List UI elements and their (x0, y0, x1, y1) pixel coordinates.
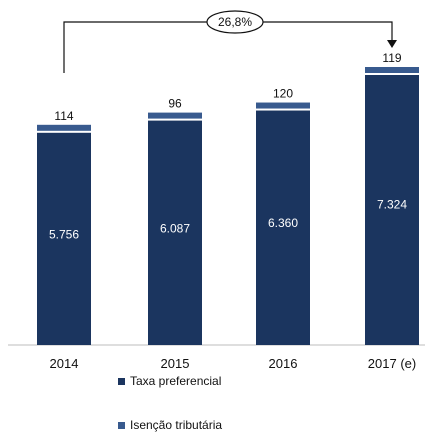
data-label-isen-o-tribut-ria-2017-e: 119 (382, 51, 401, 65)
x-tick-label-2017-e: 2017 (e) (368, 356, 416, 371)
bar-isen-o-tribut-ria-2017-e (365, 67, 419, 73)
data-label-isen-o-tribut-ria-2015: 96 (168, 97, 182, 111)
legend-label-taxa-preferencial: Taxa preferencial (130, 374, 222, 388)
data-label-isen-o-tribut-ria-2016: 120 (273, 87, 293, 101)
legend-swatch-taxa-preferencial (118, 377, 125, 385)
bar-taxa-preferencial-2015 (148, 120, 202, 345)
bar-taxa-preferencial-2016 (256, 110, 310, 345)
legend-swatch-isencao-tributaria (118, 421, 125, 429)
bar-taxa-preferencial-2017-e (365, 75, 419, 345)
legend-item-isencao-tributaria: Isenção tributária (118, 418, 222, 432)
bar-isen-o-tribut-ria-2016 (256, 102, 310, 109)
bar-taxa-preferencial-2014 (37, 132, 91, 345)
bar-isen-o-tribut-ria-2014 (37, 124, 91, 131)
data-label-taxa-preferencial-2014: 5.756 (49, 228, 79, 242)
growth-bracket-right (263, 21, 393, 42)
bar-isen-o-tribut-ria-2015 (148, 112, 202, 119)
legend-item-taxa-preferencial: Taxa preferencial (118, 374, 221, 388)
growth-bracket-left (63, 21, 207, 73)
x-tick-label-2014: 2014 (50, 356, 79, 371)
growth-arrowhead-icon (387, 40, 397, 48)
data-label-taxa-preferencial-2016: 6.360 (268, 216, 298, 230)
growth-annotation-ellipse (206, 10, 264, 34)
legend-label-isencao-tributaria: Isenção tributária (130, 418, 223, 432)
data-label-taxa-preferencial-2017-e: 7.324 (377, 198, 407, 212)
growth-annotation-label: 26,8% (218, 15, 252, 29)
x-tick-label-2016: 2016 (269, 356, 298, 371)
data-label-taxa-preferencial-2015: 6.087 (160, 221, 190, 235)
data-label-isen-o-tribut-ria-2014: 114 (54, 109, 73, 123)
x-tick-label-2015: 2015 (161, 356, 190, 371)
